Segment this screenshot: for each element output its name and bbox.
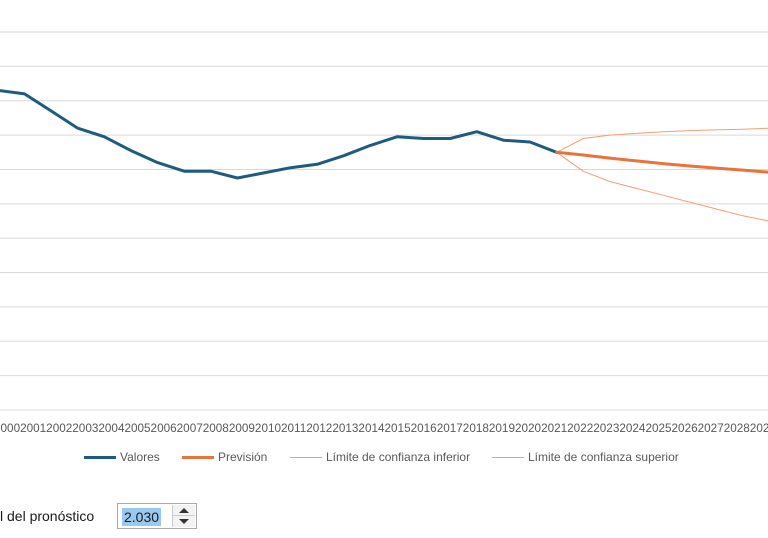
legend-swatch-prevision	[182, 455, 214, 459]
series-line-3	[556, 127, 768, 153]
legend-label-limite-superior: Límite de confianza superior	[528, 450, 679, 464]
series-line-0	[0, 89, 559, 180]
forecast-chart: 2000200120022003200420052006200720082009…	[0, 31, 768, 435]
legend-item-limite-superior: Límite de confianza superior	[492, 450, 679, 464]
triangle-down-icon	[179, 519, 189, 524]
legend-item-prevision: Previsión	[182, 450, 267, 464]
legend-item-valores: Valores	[84, 450, 160, 464]
triangle-up-icon	[179, 507, 189, 513]
spin-down-button[interactable]	[173, 516, 195, 527]
legend-label-valores: Valores	[120, 450, 160, 464]
chart-plot: 2000200120022003200420052006200720082009…	[0, 31, 768, 435]
gridlines	[0, 31, 768, 411]
legend-swatch-limite-inferior	[290, 456, 322, 458]
series-line-2	[556, 151, 768, 222]
series-lines	[0, 89, 768, 222]
x-axis-tick-labels: 2000200120022003200420052006200720082009…	[0, 421, 768, 435]
legend-label-limite-inferior: Límite de confianza inferior	[326, 450, 471, 464]
legend-swatch-limite-superior	[492, 456, 524, 458]
forecast-end-input[interactable]: 2.030	[117, 503, 197, 529]
forecast-end-spinner[interactable]	[172, 505, 195, 527]
forecast-end-label: l del pronóstico	[0, 508, 95, 524]
legend-swatch-valores	[84, 455, 116, 459]
spin-up-button[interactable]	[173, 505, 195, 516]
legend-label-prevision: Previsión	[218, 450, 268, 464]
forecast-end-value[interactable]: 2.030	[122, 508, 162, 526]
chart-legend: Valores Previsión Límite de confianza in…	[0, 448, 768, 468]
legend-item-limite-inferior: Límite de confianza inferior	[290, 450, 470, 464]
series-line-1	[555, 150, 768, 174]
